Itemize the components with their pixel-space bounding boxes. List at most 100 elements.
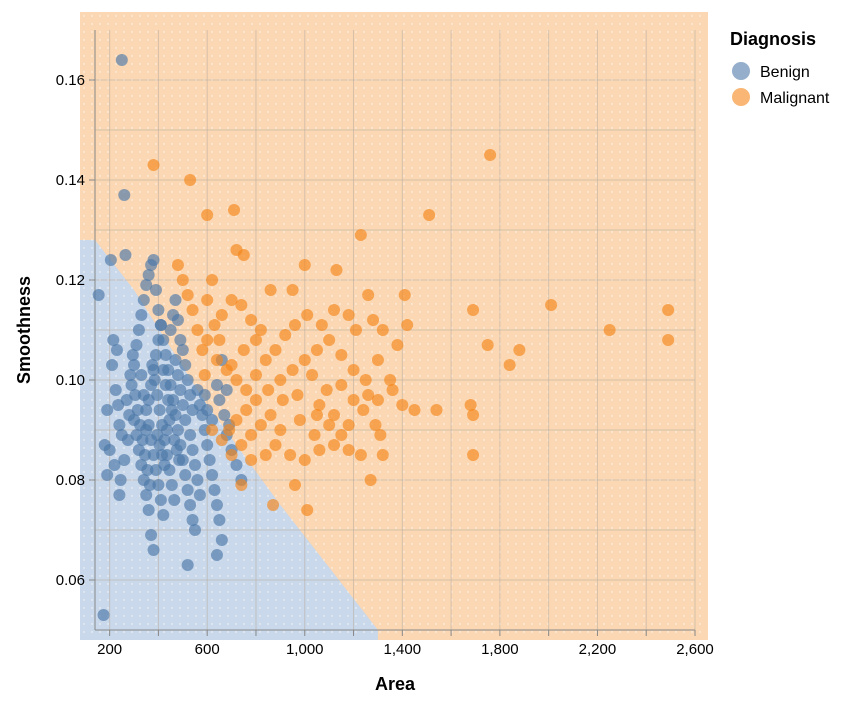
region-texture-dot [178, 558, 182, 562]
region-texture-dot [354, 118, 358, 122]
region-texture-dot [562, 510, 566, 514]
region-texture-dot [98, 598, 102, 602]
region-texture-dot [586, 46, 590, 50]
region-texture-dot [90, 38, 94, 42]
region-texture-dot [346, 254, 350, 258]
region-texture-dot [586, 158, 590, 162]
region-texture-dot [434, 206, 438, 210]
region-texture-dot [402, 502, 406, 506]
region-texture-dot [202, 606, 206, 610]
region-texture-dot [354, 598, 358, 602]
region-texture-dot [346, 302, 350, 306]
region-texture-dot [114, 134, 118, 138]
region-texture-dot [234, 518, 238, 522]
region-texture-dot [434, 46, 438, 50]
region-texture-dot [522, 366, 526, 370]
region-texture-dot [138, 158, 142, 162]
region-texture-dot [202, 134, 206, 138]
region-texture-dot [266, 190, 270, 194]
region-texture-dot [282, 94, 286, 98]
region-texture-dot [234, 566, 238, 570]
region-texture-dot [562, 206, 566, 210]
region-texture-dot [210, 398, 214, 402]
region-texture-dot [210, 230, 214, 234]
region-texture-dot [554, 230, 558, 234]
region-texture-dot [338, 238, 342, 242]
region-texture-dot [226, 470, 230, 474]
region-texture-dot [282, 270, 286, 274]
region-texture-dot [434, 214, 438, 218]
region-texture-dot [562, 558, 566, 562]
region-texture-dot [154, 198, 158, 202]
region-texture-dot [434, 462, 438, 466]
region-texture-dot [234, 630, 238, 634]
region-texture-dot [586, 246, 590, 250]
region-texture-dot [194, 558, 198, 562]
region-texture-dot [570, 606, 574, 610]
region-texture-dot [90, 230, 94, 234]
region-texture-dot [466, 334, 470, 338]
region-texture-dot [194, 38, 198, 42]
region-texture-dot [370, 542, 374, 546]
region-texture-dot [330, 134, 334, 138]
region-texture-dot [434, 366, 438, 370]
region-texture-dot [90, 294, 94, 298]
region-texture-dot [378, 118, 382, 122]
region-texture-dot [442, 310, 446, 314]
region-texture-dot [434, 606, 438, 610]
region-texture-dot [458, 198, 462, 202]
region-texture-dot [410, 262, 414, 266]
region-texture-dot [506, 46, 510, 50]
region-texture-dot [282, 366, 286, 370]
region-texture-dot [170, 286, 174, 290]
region-texture-dot [82, 270, 86, 274]
region-texture-dot [586, 62, 590, 66]
region-texture-dot [482, 582, 486, 586]
region-texture-dot [394, 430, 398, 434]
region-texture-dot [458, 142, 462, 146]
region-texture-dot [578, 382, 582, 386]
region-texture-dot [522, 454, 526, 458]
region-texture-dot [178, 494, 182, 498]
region-texture-dot [178, 246, 182, 250]
region-texture-dot [474, 486, 478, 490]
region-texture-dot [90, 118, 94, 122]
region-texture-dot [522, 622, 526, 626]
region-texture-dot [138, 142, 142, 146]
region-texture-dot [178, 158, 182, 162]
region-texture-dot [266, 230, 270, 234]
region-texture-dot [490, 102, 494, 106]
region-texture-dot [570, 470, 574, 474]
region-texture-dot [82, 630, 86, 634]
region-texture-dot [90, 462, 94, 466]
region-texture-dot [298, 14, 302, 18]
region-texture-dot [282, 310, 286, 314]
region-texture-dot [130, 318, 134, 322]
region-texture-dot [394, 254, 398, 258]
region-texture-dot [170, 142, 174, 146]
region-texture-dot [506, 126, 510, 130]
region-texture-dot [346, 342, 350, 346]
region-texture-dot [386, 414, 390, 418]
region-texture-dot [106, 214, 110, 218]
region-texture-dot [418, 494, 422, 498]
region-texture-dot [146, 350, 150, 354]
region-texture-dot [586, 110, 590, 114]
region-texture-dot [322, 102, 326, 106]
region-texture-dot [482, 38, 486, 42]
region-texture-dot [210, 598, 214, 602]
region-texture-dot [530, 166, 534, 170]
region-texture-dot [106, 590, 110, 594]
region-texture-dot [426, 366, 430, 370]
region-texture-dot [138, 270, 142, 274]
region-texture-dot [418, 566, 422, 570]
region-texture-dot [106, 238, 110, 242]
region-texture-dot [226, 622, 230, 626]
region-texture-dot [474, 182, 478, 186]
region-texture-dot [90, 366, 94, 370]
region-texture-dot [114, 158, 118, 162]
region-texture-dot [306, 566, 310, 570]
region-texture-dot [490, 254, 494, 258]
region-texture-dot [282, 222, 286, 226]
region-texture-dot [194, 438, 198, 442]
